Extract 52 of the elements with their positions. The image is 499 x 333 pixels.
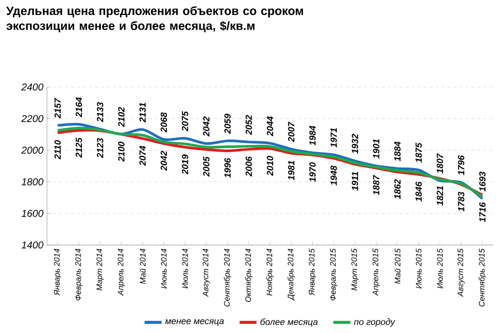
data-label: 2042 (203, 116, 210, 137)
data-label: 1984 (309, 126, 316, 146)
data-label: 2125 (76, 138, 82, 158)
data-label: 1901 (373, 139, 380, 159)
data-label: 1970 (309, 162, 316, 182)
data-label: 2044 (266, 116, 274, 136)
data-label: 2068 (160, 112, 167, 132)
data-label: 1911 (352, 172, 358, 191)
y-tick-label: 1800 (22, 178, 44, 186)
data-label: 2110 (54, 140, 61, 160)
data-label: 2100 (118, 142, 125, 162)
data-label: 2131 (139, 102, 146, 122)
data-label: 2052 (246, 114, 252, 135)
data-label: 1693 (479, 172, 486, 192)
data-label: 1996 (224, 158, 231, 178)
legend-label: по городу (354, 318, 396, 327)
data-label: 1932 (352, 134, 358, 154)
data-label: 2075 (182, 111, 188, 132)
data-label: 2164 (76, 97, 82, 118)
data-label: 1796 (458, 155, 464, 176)
y-tick-label: 1400 (22, 241, 44, 249)
data-label: 2006 (246, 156, 252, 177)
data-label: 1846 (415, 182, 422, 202)
y-tick-label: 2200 (21, 115, 44, 122)
data-label: 2007 (288, 122, 294, 142)
data-label: 1884 (394, 142, 401, 162)
data-label: 2042 (160, 150, 167, 171)
data-label: 2102 (118, 107, 125, 128)
data-label: 1783 (458, 192, 464, 212)
data-label: 2133 (96, 102, 104, 122)
data-label: 2005 (203, 156, 210, 177)
data-label: 2074 (139, 146, 146, 166)
chart-title: Удельная цена предложения объектов со сроком экспозиции менее и более месяца, $/кв.м (6, 6, 303, 32)
data-label: 1887 (373, 174, 380, 196)
data-label: 2123 (96, 138, 104, 158)
data-label: 1862 (394, 179, 401, 199)
data-label: 1716 (479, 202, 486, 222)
data-label: 1807 (436, 153, 444, 174)
legend-label: менее месяца (165, 319, 224, 326)
data-label: 2010 (266, 156, 274, 176)
data-label: 2157 (54, 98, 61, 118)
data-label: 1971 (330, 128, 337, 148)
legend-label: более месяца (260, 318, 318, 327)
data-label: 1875 (415, 142, 422, 163)
data-label: 1981 (288, 160, 294, 180)
y-tick-label: 2000 (21, 146, 44, 154)
y-tick-label: 2400 (21, 83, 44, 91)
data-label: 2019 (182, 154, 188, 174)
data-label: 1948 (330, 166, 337, 186)
data-label: 2059 (224, 114, 231, 134)
y-tick-label: 1600 (22, 210, 44, 217)
data-label: 1821 (436, 186, 444, 206)
